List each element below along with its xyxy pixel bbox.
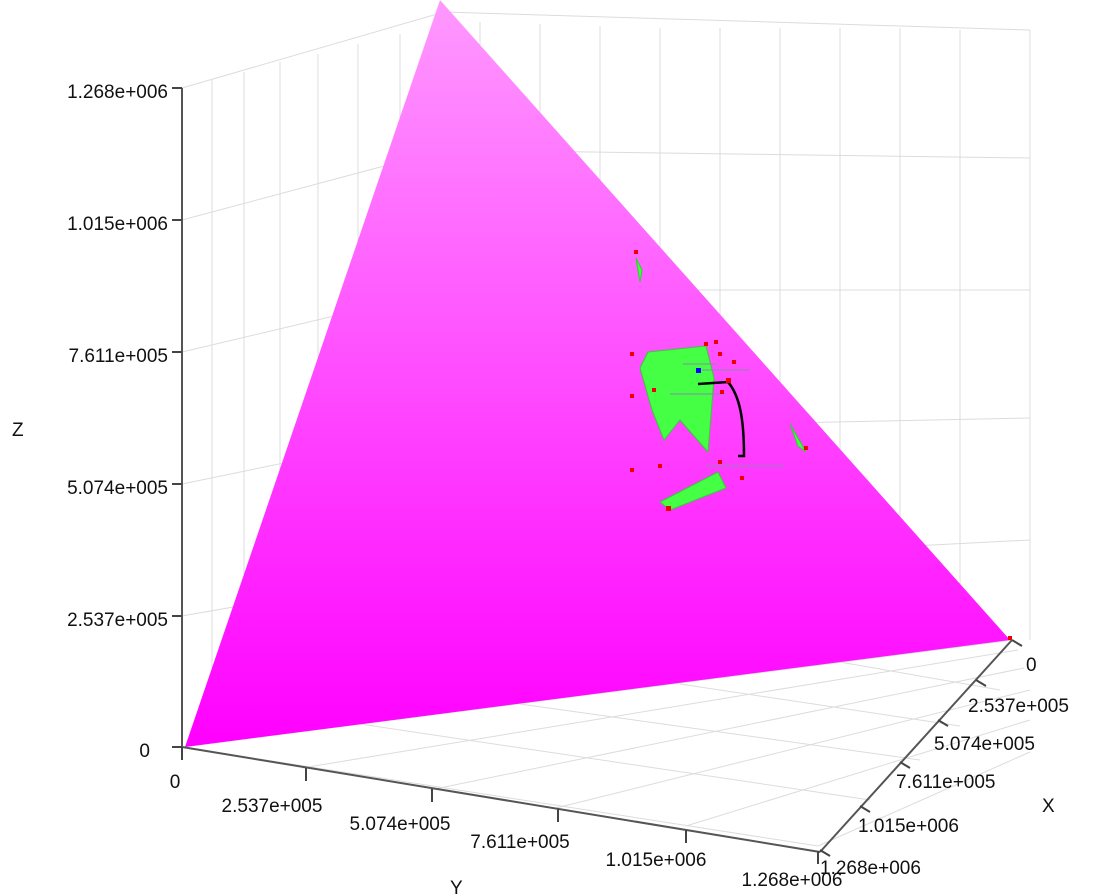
z-tick-label: 1.268e+006 xyxy=(67,82,168,103)
data-point xyxy=(630,394,634,398)
z-tick-label: 2.537e+005 xyxy=(67,610,168,631)
data-point xyxy=(740,476,744,480)
x-axis: 0 2.537e+005 5.074e+005 7.611e+005 1.015… xyxy=(819,639,1069,879)
data-point xyxy=(732,360,736,364)
x-tick-label: 7.611e+005 xyxy=(896,772,996,793)
data-point xyxy=(666,506,671,511)
x-tick-label: 1.268e+006 xyxy=(820,858,921,879)
data-point xyxy=(720,390,724,394)
y-axis-title: Y xyxy=(450,878,463,896)
x-tick-label: 0 xyxy=(1026,655,1037,676)
data-point xyxy=(718,460,722,464)
z-tick-label: 0 xyxy=(139,741,150,762)
red-points xyxy=(630,250,1012,640)
y-tick-label: 1.015e+006 xyxy=(606,850,707,871)
data-point xyxy=(718,352,722,356)
z-tick-label: 5.074e+005 xyxy=(67,478,168,499)
data-point xyxy=(652,388,656,392)
data-point xyxy=(704,342,708,346)
blue-marker xyxy=(696,368,701,373)
x-tick-label: 1.015e+006 xyxy=(858,816,959,837)
data-point xyxy=(630,352,634,356)
data-point xyxy=(634,250,638,254)
data-point xyxy=(714,340,718,344)
annotation-marks xyxy=(670,363,784,467)
x-axis-title: X xyxy=(1042,796,1055,817)
data-point xyxy=(804,446,808,450)
data-point xyxy=(726,378,731,383)
data-point xyxy=(658,464,662,468)
y-tick-label: 5.074e+005 xyxy=(350,814,451,835)
x-tick-label: 5.074e+005 xyxy=(934,734,1035,755)
y-tick-label: 7.611e+005 xyxy=(470,832,570,853)
x-tick-label: 2.537e+005 xyxy=(968,696,1069,717)
y-axis: 0 2.537e+005 5.074e+005 7.611e+005 1.015… xyxy=(170,747,843,896)
axis-lines xyxy=(181,88,1013,853)
z-axis: 1.268e+006 1.015e+006 7.611e+005 5.074e+… xyxy=(12,82,182,762)
data-point xyxy=(1008,636,1012,640)
z-tick-label: 1.015e+006 xyxy=(67,214,168,235)
y-tick-label: 1.268e+006 xyxy=(742,870,843,891)
z-tick-label: 7.611e+005 xyxy=(69,346,169,367)
green-patches xyxy=(635,257,807,511)
y-tick-label: 0 xyxy=(170,772,181,793)
data-point xyxy=(630,468,634,472)
plane-surface xyxy=(185,0,1010,747)
z-axis-title: Z xyxy=(12,420,24,441)
floor-grid xyxy=(181,639,1031,847)
y-tick-label: 2.537e+005 xyxy=(222,796,323,817)
